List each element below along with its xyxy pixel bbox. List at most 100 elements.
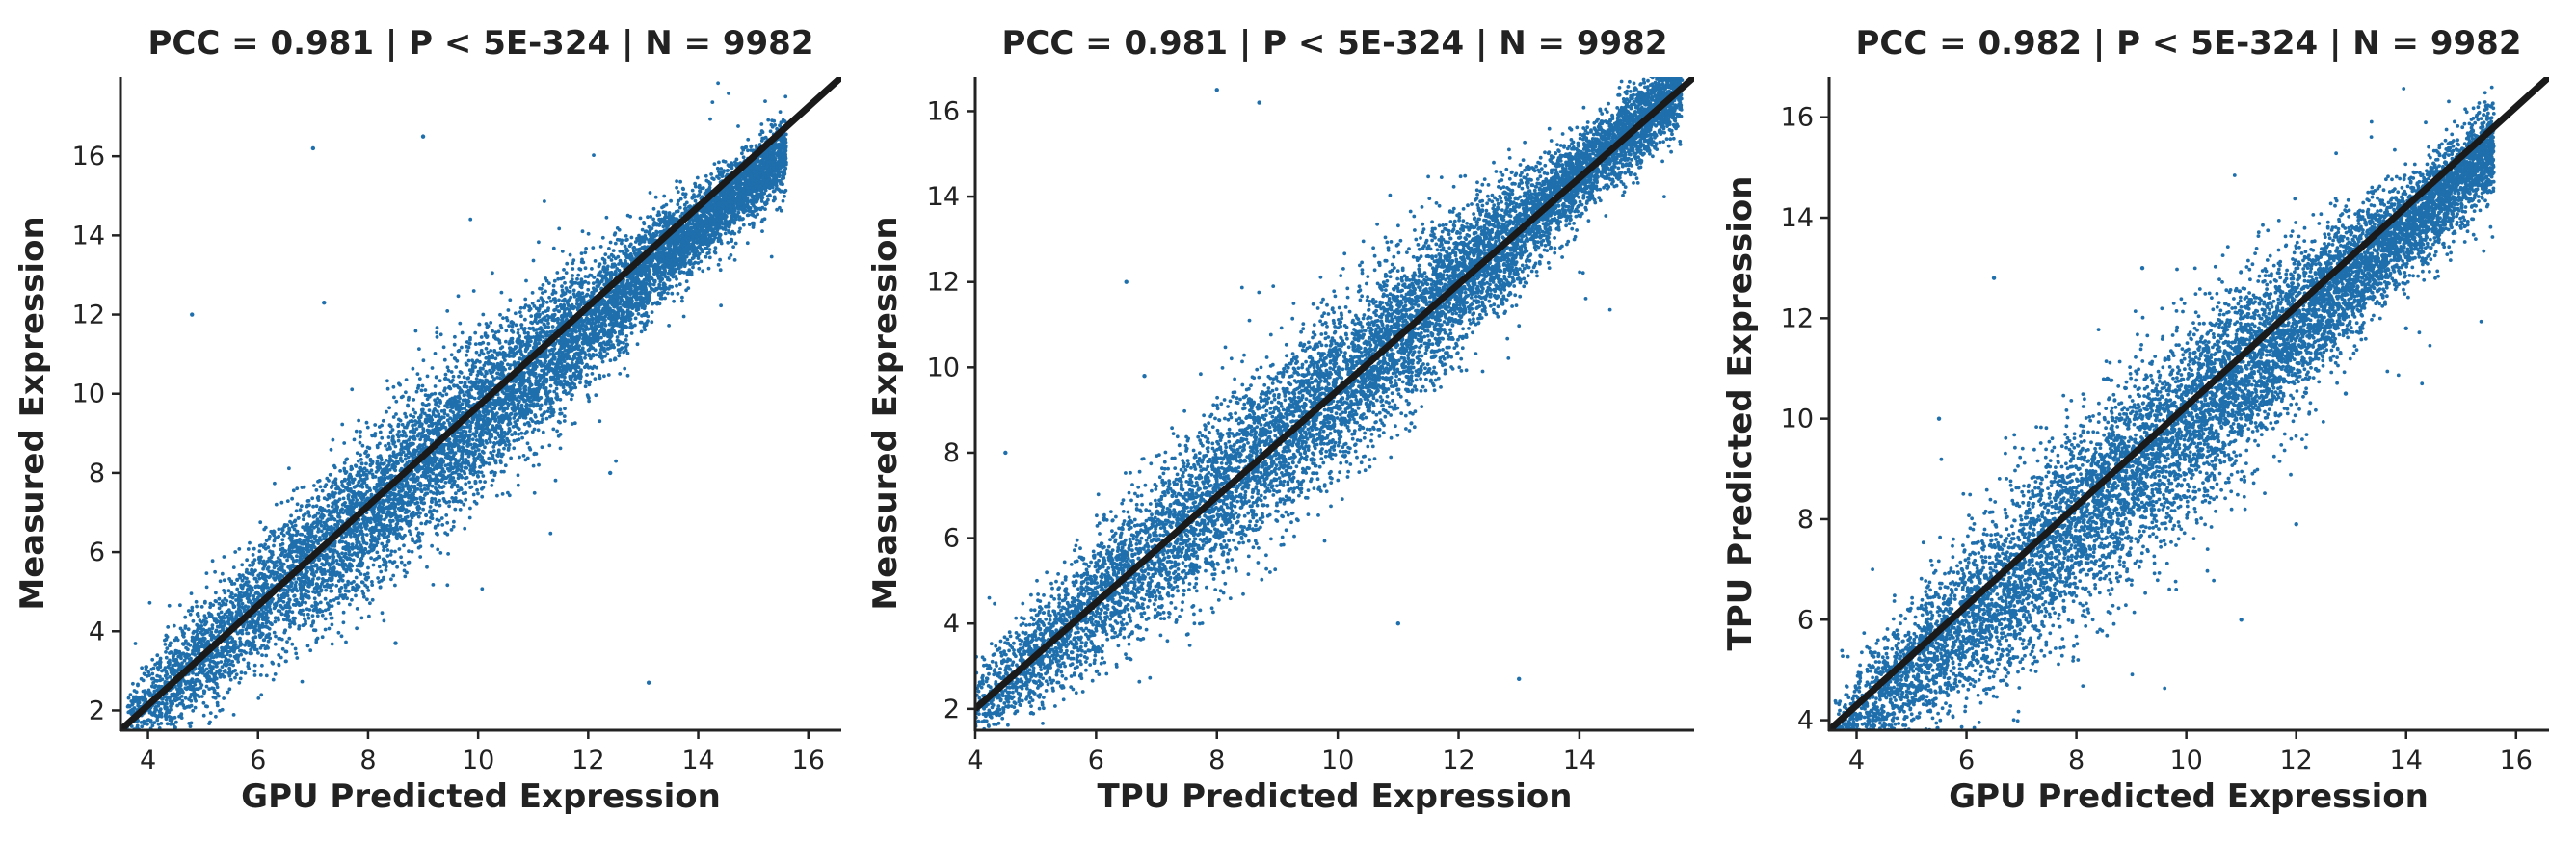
scatter-point [272, 543, 276, 548]
scatter-point [276, 593, 280, 598]
scatter-point [365, 425, 370, 430]
scatter-point [716, 262, 721, 267]
scatter-point [128, 693, 133, 696]
scatter-point [394, 399, 399, 404]
scatter-point [591, 246, 596, 250]
scatter-point [622, 350, 625, 355]
scatter-point [411, 366, 415, 371]
scatter-point [544, 333, 548, 338]
scatter-point [418, 437, 422, 442]
scatter-point [693, 198, 698, 203]
scatter-point [336, 601, 341, 605]
scatter-point [293, 523, 298, 528]
scatter-point [438, 498, 441, 503]
scatter-point [328, 472, 332, 477]
scatter-point [446, 552, 450, 556]
scatter-point [335, 562, 340, 566]
scatter-point [342, 502, 346, 506]
scatter-point [308, 648, 313, 653]
scatter-point [406, 398, 411, 402]
scatter-point [474, 377, 479, 381]
scatter-point [465, 353, 468, 357]
scatter-point [324, 483, 329, 486]
scatter-point [327, 626, 332, 631]
scatter-point [404, 415, 409, 419]
scatter-point [285, 499, 290, 503]
scatter-point [529, 314, 534, 318]
scatter-point [440, 523, 445, 527]
scatter-point [398, 451, 402, 456]
scatter-point [370, 472, 375, 477]
scatter-point [290, 642, 295, 646]
scatter-point [529, 417, 533, 421]
scatter-point [438, 503, 442, 508]
scatter-point [464, 497, 468, 502]
scatter-point [562, 268, 566, 272]
scatter-point [423, 521, 428, 526]
scatter-point [261, 644, 266, 647]
scatter-point [421, 507, 425, 512]
scatter-point [594, 353, 598, 357]
scatter-point [586, 231, 591, 236]
scatter-point [457, 438, 462, 443]
scatter-point [458, 508, 463, 512]
scatter-point [578, 381, 582, 385]
scatter-point [147, 600, 152, 605]
scatter-point [513, 420, 518, 424]
scatter-point [507, 442, 512, 447]
scatter-point [407, 437, 411, 442]
scatter-point [527, 304, 531, 309]
scatter-point [496, 448, 501, 453]
scatter-point [213, 696, 218, 700]
scatter-point [314, 605, 318, 610]
scatter-point [516, 473, 520, 478]
scatter-point [474, 380, 479, 384]
scatter-point [208, 605, 213, 610]
scatter-point [414, 389, 419, 394]
scatter-point [411, 407, 415, 412]
scatter-point [330, 622, 334, 627]
scatter-point [378, 441, 382, 446]
scatter-point [281, 600, 286, 604]
scatter-point [506, 490, 510, 495]
scatter-point [334, 584, 339, 588]
scatter-point [617, 268, 622, 273]
scatter-point [766, 118, 771, 122]
scatter-point [347, 552, 352, 557]
scatter-point [394, 455, 398, 460]
scatter-point [712, 162, 717, 167]
scatter-point [150, 723, 155, 728]
scatter-point [467, 515, 472, 520]
scatter-point [404, 390, 408, 395]
scatter-point [746, 137, 751, 142]
scatter-point [219, 660, 224, 664]
scatter-point [246, 547, 251, 551]
scatter-point [540, 413, 544, 418]
scatter-point [433, 352, 438, 355]
scatter-point [364, 461, 368, 466]
scatter-point [245, 631, 249, 636]
scatter-point [306, 616, 311, 620]
scatter-point [681, 192, 685, 197]
scatter-point [707, 255, 712, 260]
scatter-point [451, 499, 456, 504]
scatter-point [391, 573, 396, 578]
scatter-point [300, 575, 305, 580]
scatter-point [639, 274, 644, 278]
scatter-point [264, 673, 269, 678]
scatter-point [484, 355, 489, 360]
scatter-point [256, 696, 261, 700]
scatter-point [749, 148, 754, 152]
scatter-point [342, 441, 347, 445]
scatter-point [438, 332, 443, 337]
scatter-point [636, 312, 641, 316]
scatter-point [609, 340, 613, 344]
scatter-point [377, 565, 382, 569]
scatter-point [215, 700, 220, 705]
scatter-point [256, 651, 260, 655]
scatter-point [140, 695, 145, 699]
scatter-point [543, 199, 546, 203]
scatter-point [493, 330, 498, 334]
scatter-point [466, 345, 471, 350]
scatter-point [237, 680, 242, 685]
